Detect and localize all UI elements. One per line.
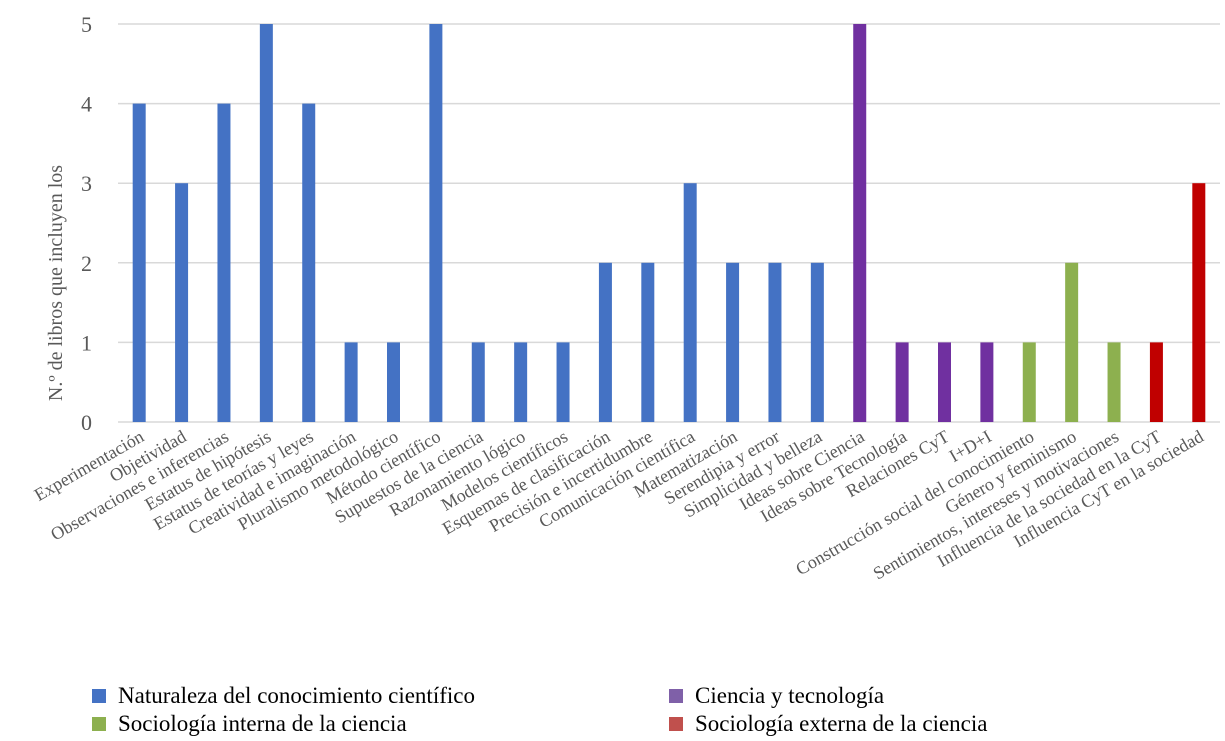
bar-14 xyxy=(683,183,697,422)
bar-3 xyxy=(217,103,231,422)
bar-2 xyxy=(175,183,189,422)
y-axis-ticks: 0 1 2 3 4 5 xyxy=(81,12,92,435)
bar-6 xyxy=(344,342,358,422)
bar-7 xyxy=(387,342,400,422)
bar-1 xyxy=(132,103,146,422)
y-tick-label-4: 4 xyxy=(81,92,92,117)
bar-23 xyxy=(1065,262,1079,422)
gridlines xyxy=(118,23,1220,423)
y-tick-label-3: 3 xyxy=(81,171,92,196)
y-axis-title: N.º de libros que incluyen los xyxy=(45,165,67,401)
bars xyxy=(132,24,1206,422)
bar-17 xyxy=(810,262,824,422)
bar-4 xyxy=(259,24,273,422)
bar-5 xyxy=(302,103,316,422)
bar-10 xyxy=(514,342,528,422)
y-tick-label-2: 2 xyxy=(81,251,92,276)
y-tick-label-0: 0 xyxy=(81,410,92,435)
bar-21 xyxy=(980,342,994,422)
bar-16 xyxy=(768,262,782,422)
bar-19 xyxy=(895,342,909,422)
bar-15 xyxy=(726,262,740,422)
bar-13 xyxy=(641,262,655,422)
bar-9 xyxy=(471,342,485,422)
bar-18 xyxy=(853,24,867,422)
x-axis-labels: ExperimentaciónObjetividadObservaciones … xyxy=(31,426,1207,583)
y-tick-label-5: 5 xyxy=(81,12,92,37)
bar-12 xyxy=(598,262,612,422)
bar-20 xyxy=(938,342,951,422)
bar-25 xyxy=(1149,342,1163,422)
bar-11 xyxy=(556,342,570,422)
bar-8 xyxy=(429,24,443,422)
bar-26 xyxy=(1192,183,1206,422)
bar-22 xyxy=(1022,342,1036,422)
bar-24 xyxy=(1107,342,1121,422)
y-tick-label-1: 1 xyxy=(81,330,92,355)
